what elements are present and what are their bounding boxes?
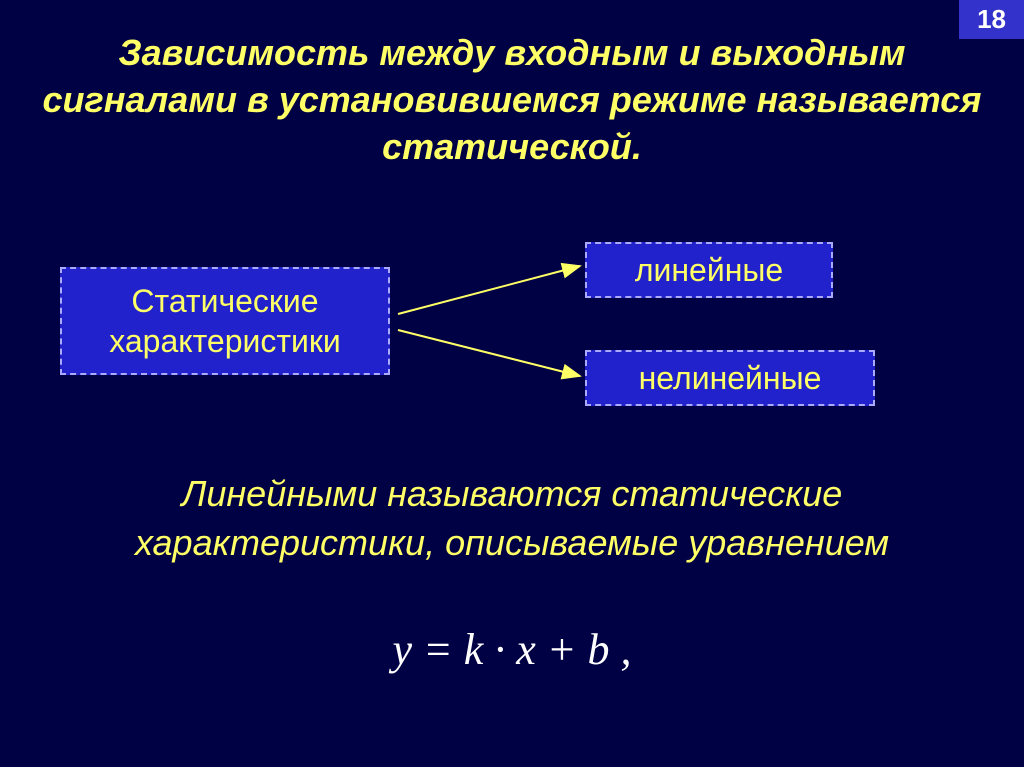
diagram-node-target2: нелинейные [585, 350, 875, 406]
diagram-node-source: Статические характеристики [60, 267, 390, 375]
diagram-node-target1: линейные [585, 242, 833, 298]
equation-text: y = k · x + b , [0, 624, 1024, 675]
diagram-arrows [390, 242, 590, 412]
arrow-to-nonlinear [398, 330, 580, 376]
arrow-to-linear [398, 266, 580, 314]
slide-heading: Зависимость между входным и выходным сиг… [0, 30, 1024, 170]
slide-subheading: Линейными называются статические характе… [0, 470, 1024, 567]
